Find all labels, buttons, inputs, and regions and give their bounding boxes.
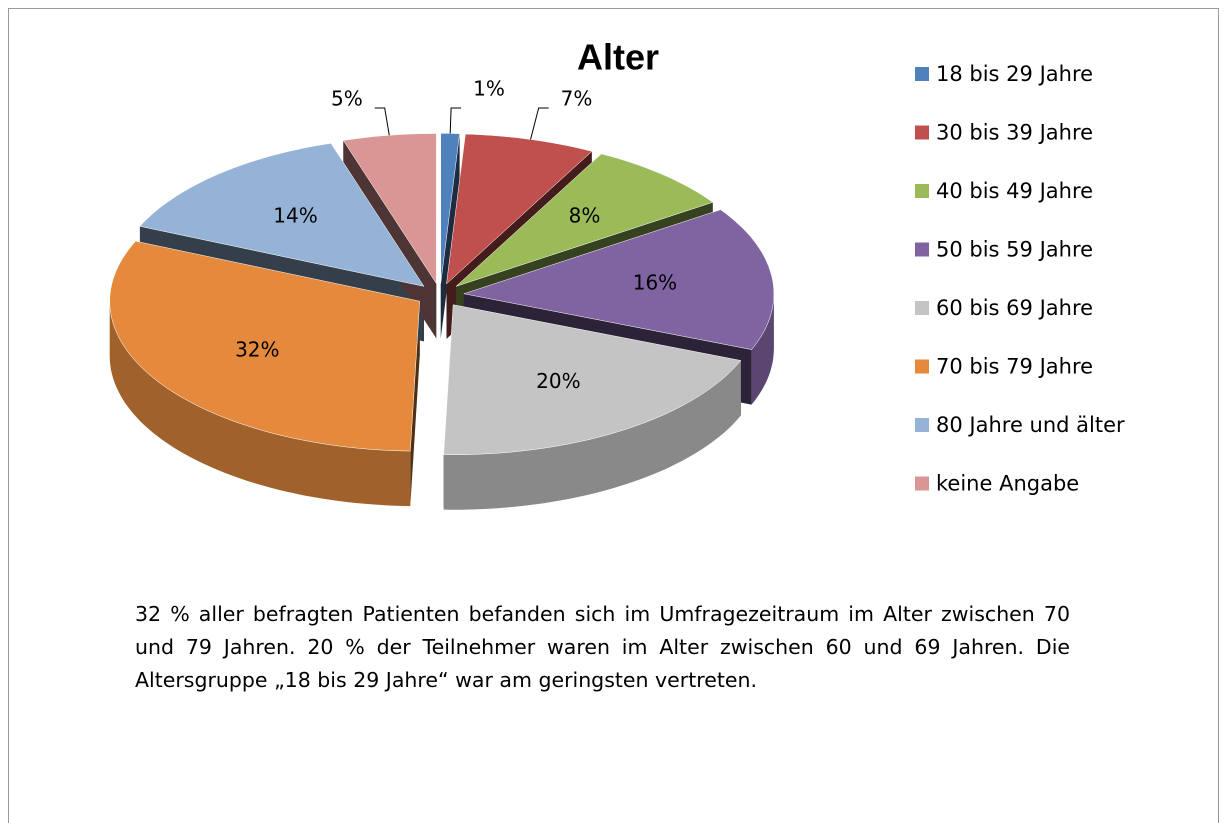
data-label: 14% <box>273 204 317 228</box>
slice-side <box>751 293 774 405</box>
legend-swatch <box>915 476 929 491</box>
data-label: 7% <box>561 87 593 111</box>
slice <box>455 153 714 287</box>
legend-label: 80 Jahre und älter <box>936 413 1125 437</box>
slice <box>139 143 425 287</box>
legend-label: 18 bis 29 Jahre <box>936 62 1093 86</box>
data-label: 8% <box>569 204 601 228</box>
frame <box>8 8 1219 823</box>
legend-label: keine Angabe <box>936 472 1079 496</box>
legend-swatch <box>915 184 929 198</box>
legend-swatch <box>915 301 929 315</box>
slice-wall <box>440 133 460 339</box>
leader-line <box>449 107 462 134</box>
slice-side <box>109 301 411 507</box>
slice <box>462 209 775 350</box>
slice <box>109 240 420 452</box>
data-label: 1% <box>473 77 505 101</box>
slice <box>446 133 593 285</box>
legend-label: 70 bis 79 Jahre <box>936 355 1093 379</box>
legend-label: 40 bis 49 Jahre <box>936 179 1093 203</box>
data-label: 32% <box>235 337 279 361</box>
legend-swatch <box>915 242 929 257</box>
chart: Alter 1% 7% 8% 16% 20% 32% 14% 5% 18 bis 29 Jahr… <box>109 37 1125 510</box>
data-label: 20% <box>536 369 580 393</box>
slice-side <box>443 360 741 510</box>
legend-label: 60 bis 69 Jahre <box>936 296 1093 320</box>
legend-swatch <box>915 67 929 81</box>
slice <box>443 304 742 455</box>
slice <box>342 133 437 285</box>
paragraph: 32 % aller befragten Patienten befanden … <box>135 602 1070 692</box>
legend-swatch <box>915 359 929 374</box>
data-label: 16% <box>633 270 677 294</box>
leader-line <box>530 107 549 140</box>
leader-line <box>374 107 390 136</box>
legend-swatch <box>915 418 929 432</box>
legend-label: 50 bis 59 Jahre <box>936 238 1093 262</box>
legend-swatch <box>915 125 929 140</box>
chart-title: Alter <box>577 37 659 78</box>
data-label: 5% <box>331 87 363 111</box>
legend-label: 30 bis 39 Jahre <box>936 121 1093 145</box>
